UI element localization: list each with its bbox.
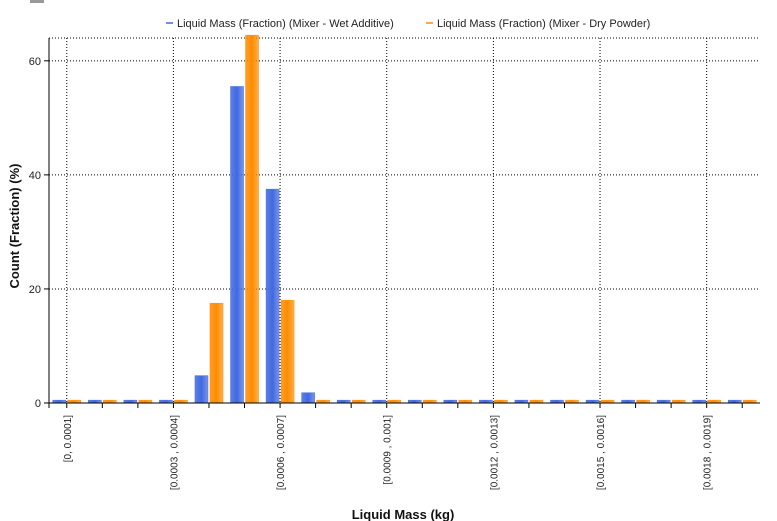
bar-wet-additive	[265, 188, 280, 404]
y-tick-label: 0	[35, 398, 41, 410]
axes	[44, 38, 760, 408]
bars	[52, 34, 757, 404]
bar-dry-powder	[209, 302, 224, 404]
y-tick-labels: 0 20 40 60	[29, 56, 49, 410]
x-tick-label: [0.0012 , 0.0013]	[489, 415, 500, 490]
x-tick-labels: [0, 0.0001] [0.0003 , 0.0004] [0.0006 , 0.…	[63, 403, 743, 490]
legend-item-wet-additive: Liquid Mass (Fraction) (Mixer - Wet Addi…	[166, 18, 394, 30]
bar-wet-additive	[301, 392, 315, 404]
bar-wet-additive	[230, 86, 244, 404]
legend-label-dry-powder: Liquid Mass (Fraction) (Mixer - Dry Powd…	[437, 18, 650, 30]
legend-label-wet-additive: Liquid Mass (Fraction) (Mixer - Wet Addi…	[177, 18, 394, 30]
x-tick-label: [0.0006 , 0.0007]	[276, 415, 287, 490]
bar-dry-powder	[245, 34, 259, 404]
window-corner-mark	[30, 0, 44, 3]
bar-dry-powder	[280, 300, 295, 404]
y-tick-label: 40	[29, 170, 41, 182]
y-axis-title: Count (Fraction) (%)	[7, 164, 22, 289]
x-tick-label: [0.0018 , 0.0019]	[703, 415, 714, 490]
legend: Liquid Mass (Fraction) (Mixer - Wet Addi…	[166, 18, 650, 30]
legend-item-dry-powder: Liquid Mass (Fraction) (Mixer - Dry Powd…	[426, 18, 650, 30]
y-tick-label: 20	[29, 284, 41, 296]
x-tick-label: [0, 0.0001]	[63, 415, 74, 462]
x-tick-label: [0.0009 , 0.001]	[383, 415, 394, 485]
grid	[49, 37, 760, 404]
bar-wet-additive	[194, 375, 209, 404]
x-axis-title: Liquid Mass (kg)	[352, 507, 455, 521]
x-tick-label: [0.0015 , 0.0016]	[596, 415, 607, 490]
y-tick-label: 60	[29, 56, 41, 68]
x-tick-label: [0.0003 , 0.0004]	[169, 415, 180, 490]
